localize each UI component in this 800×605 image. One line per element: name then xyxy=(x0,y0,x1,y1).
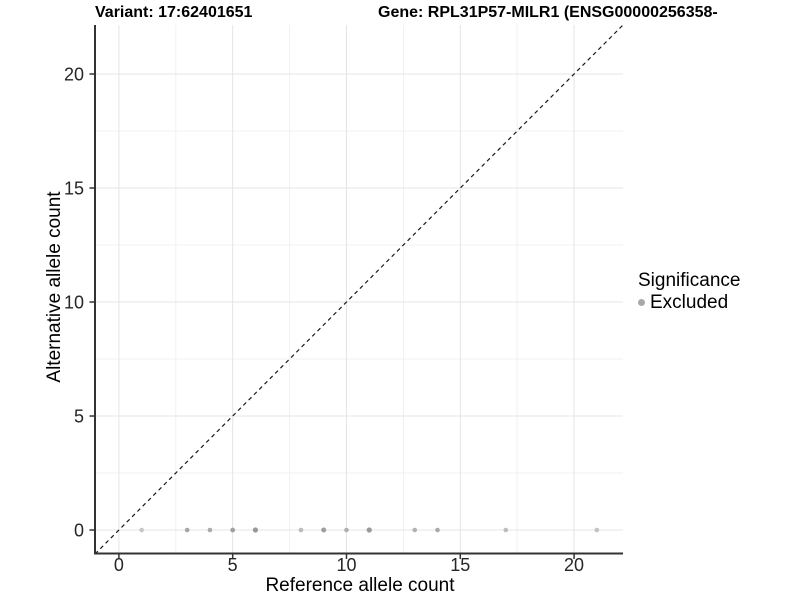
legend-item-label: Excluded xyxy=(650,292,729,313)
svg-text:10: 10 xyxy=(64,293,84,313)
svg-text:15: 15 xyxy=(450,555,470,575)
plot-title-variant: Variant: 17:62401651 xyxy=(95,4,253,21)
svg-text:5: 5 xyxy=(74,407,84,427)
plot-title-gene: Gene: RPL31P57-MILR1 (ENSG00000256358- xyxy=(378,4,718,21)
legend: Significance Excluded xyxy=(638,270,740,313)
svg-text:5: 5 xyxy=(228,555,238,575)
legend-point-icon xyxy=(638,299,645,306)
svg-text:20: 20 xyxy=(564,555,584,575)
svg-text:10: 10 xyxy=(336,555,356,575)
svg-text:0: 0 xyxy=(74,521,84,541)
svg-text:0: 0 xyxy=(114,555,124,575)
legend-item-excluded: Excluded xyxy=(638,292,740,313)
legend-title: Significance xyxy=(638,270,741,291)
svg-text:20: 20 xyxy=(64,65,84,85)
y-axis-title: Alternative allele count xyxy=(44,191,65,383)
svg-text:15: 15 xyxy=(64,179,84,199)
x-axis-title: Reference allele count xyxy=(265,575,455,596)
